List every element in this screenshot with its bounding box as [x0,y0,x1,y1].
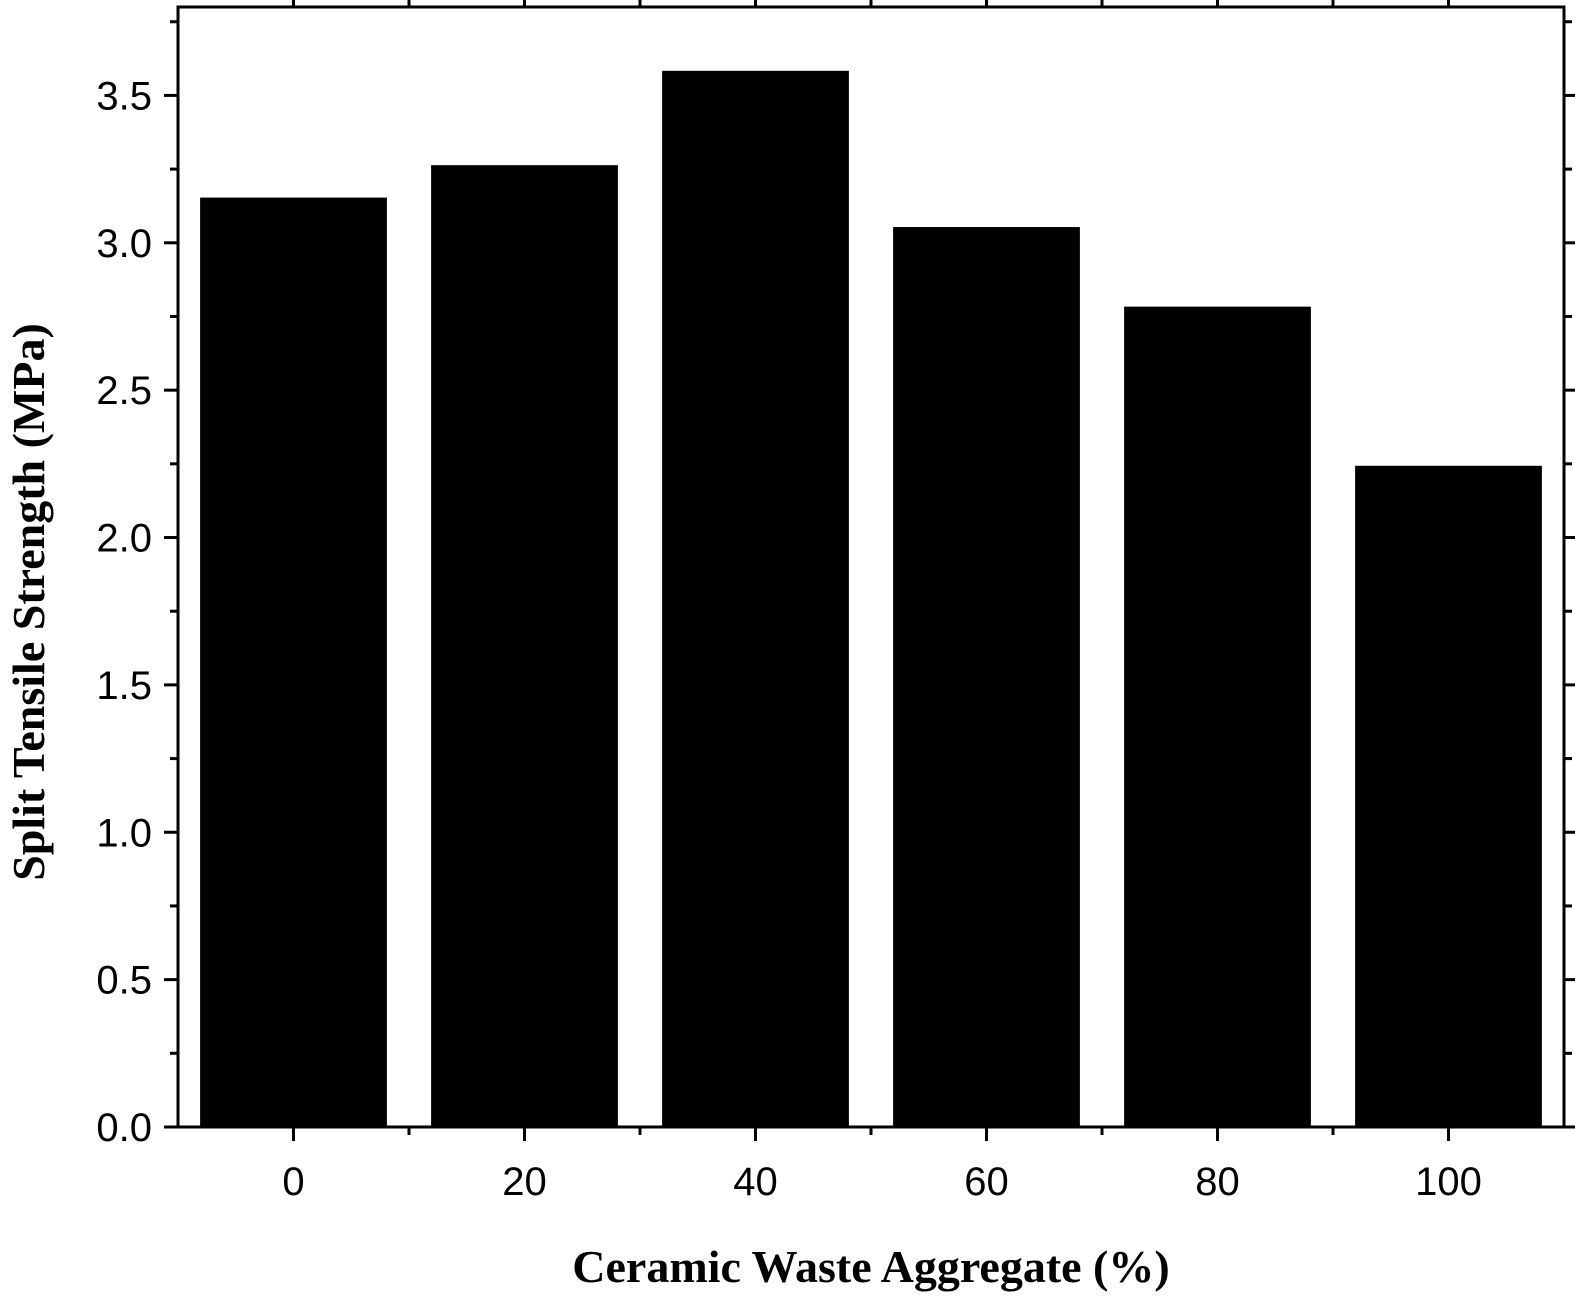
bar-100 [1355,465,1542,1128]
y-tick-label-1.0: 1.0 [96,811,152,855]
tick-labels-group: 0.0 0.5 1.0 1.5 2.0 2.5 3.0 3.5 0 20 40 60 80 100 [96,74,1481,1204]
y-tick-label-2.0: 2.0 [96,517,152,561]
plot-frame [176,5,1566,1129]
y-tick-label-3.0: 3.0 [96,222,152,266]
x-tick-label-20: 20 [502,1160,547,1204]
y-tick-label-2.5: 2.5 [96,369,152,413]
bar-80 [1124,306,1311,1128]
bar-60 [893,227,1080,1129]
x-tick-label-80: 80 [1195,1160,1240,1204]
bar-0 [200,197,387,1129]
x-axis-title: Ceramic Waste Aggregate (%) [572,1241,1169,1292]
x-tick-label-100: 100 [1415,1160,1482,1204]
y-tick-label-0.0: 0.0 [96,1106,152,1150]
y-axis-title: Split Tensile Strength (MPa) [3,323,54,881]
y-tick-label-1.5: 1.5 [96,664,152,708]
x-tick-label-0: 0 [282,1160,304,1204]
y-tick-label-3.5: 3.5 [96,74,152,118]
bar-20 [431,165,618,1128]
x-tick-label-60: 60 [964,1160,1009,1204]
x-tick-label-40: 40 [733,1160,778,1204]
bars-group [200,70,1542,1129]
y-tick-label-0.5: 0.5 [96,959,152,1003]
bar-40 [662,70,849,1128]
